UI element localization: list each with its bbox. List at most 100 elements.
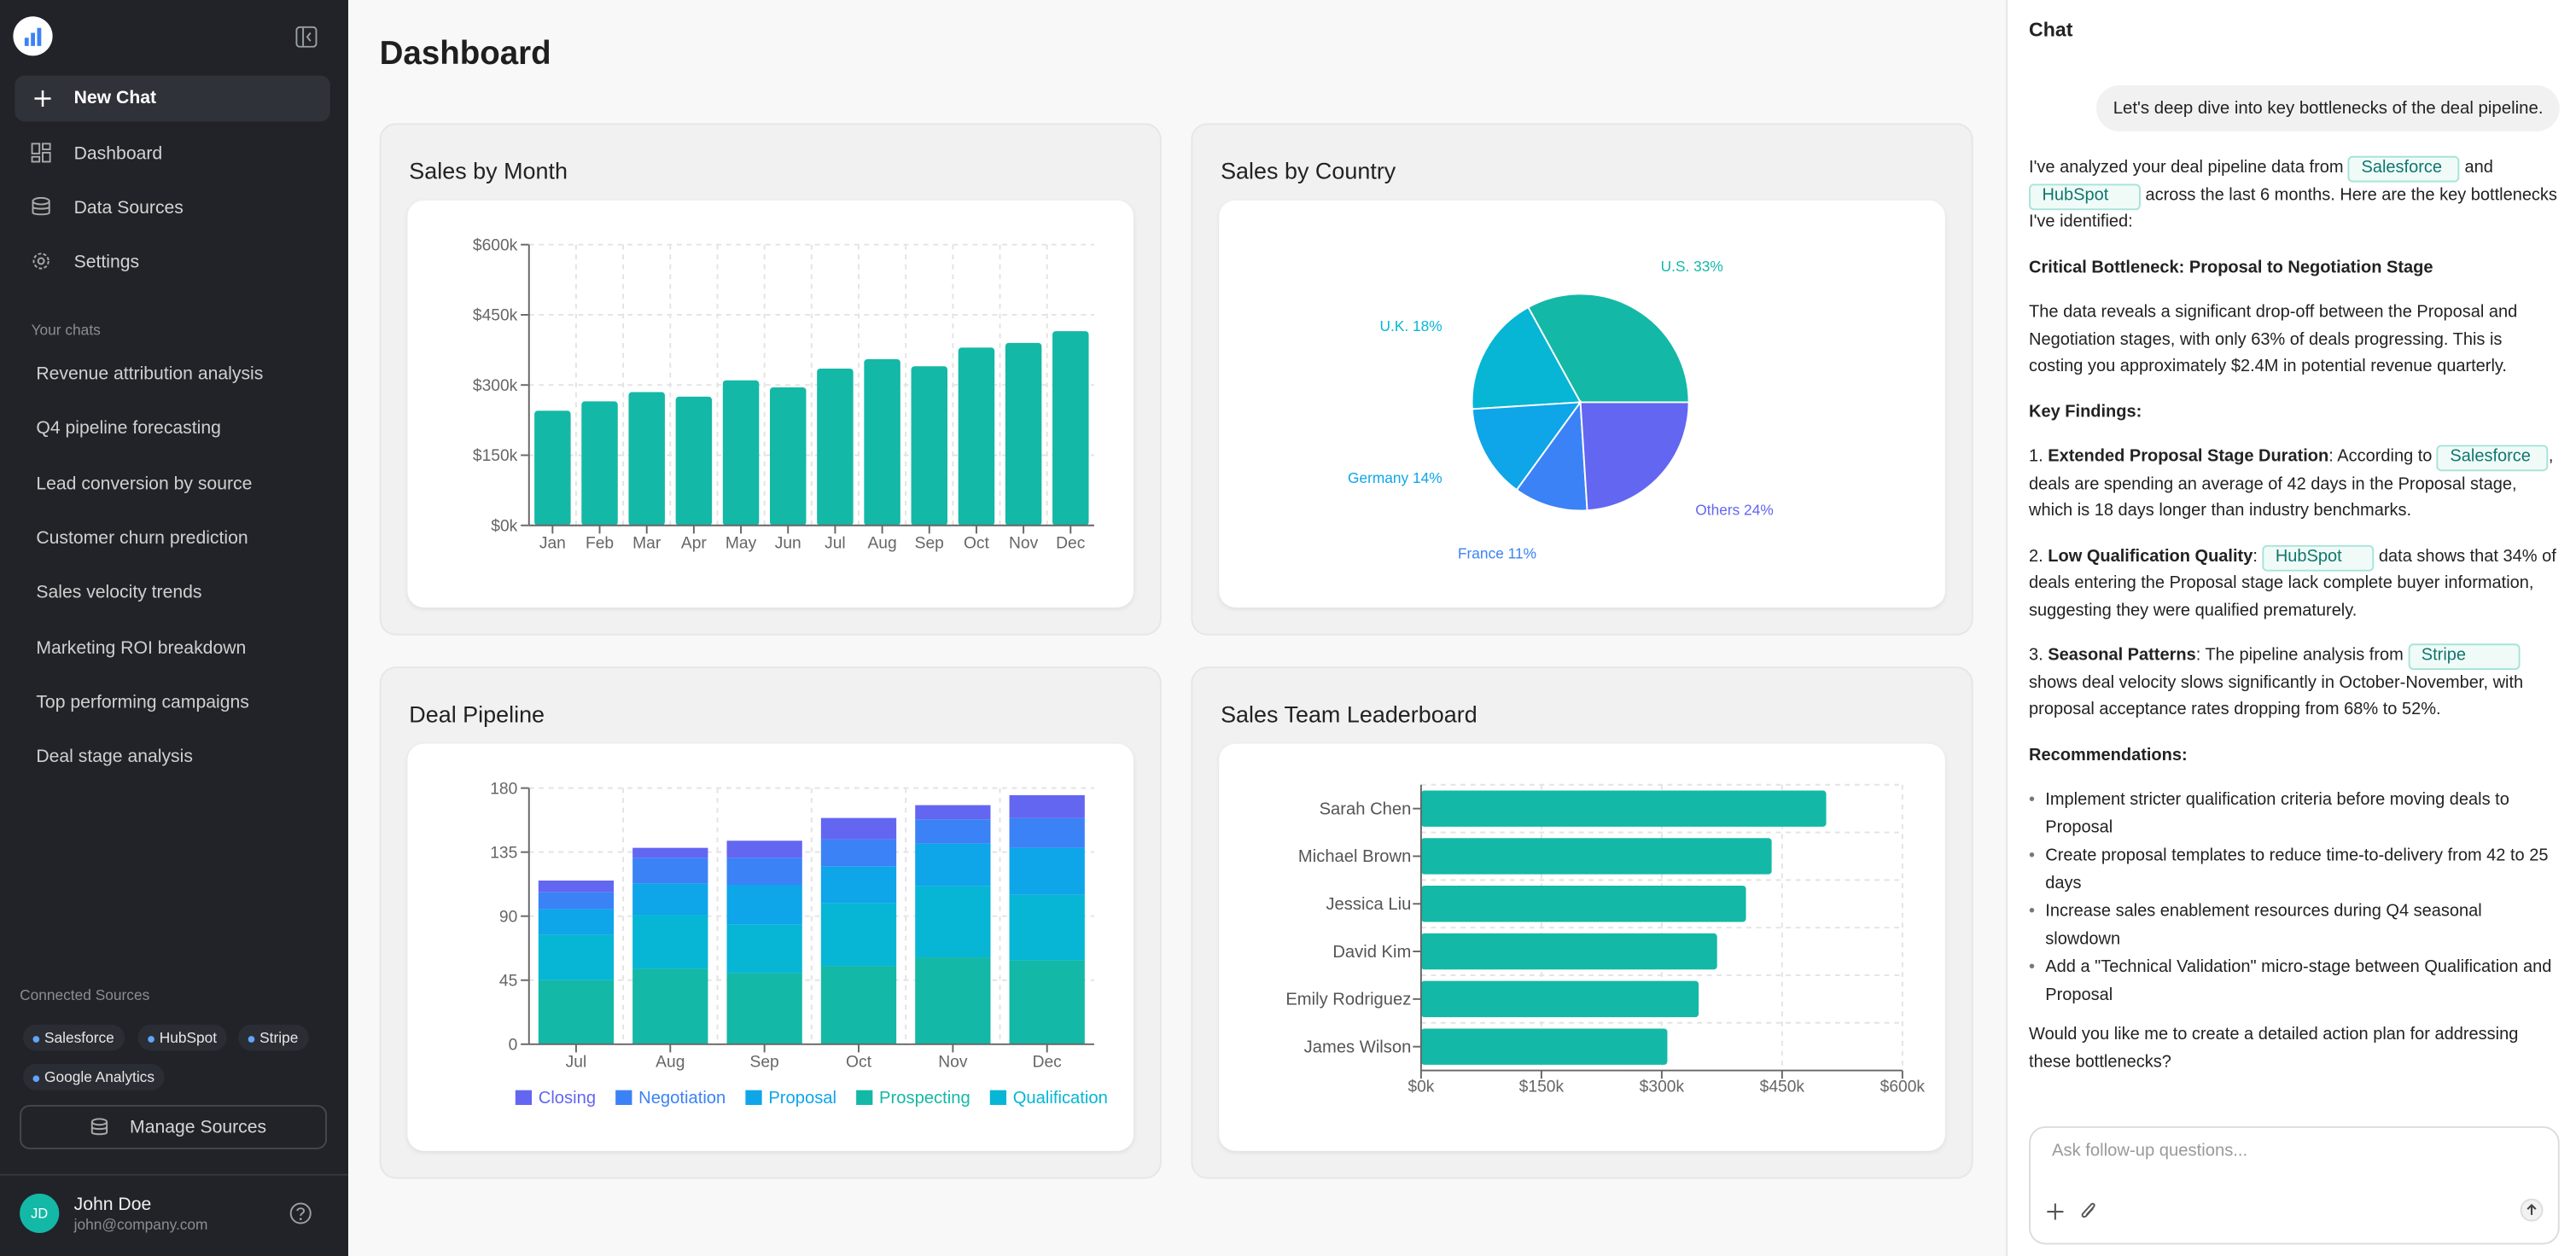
bar-segment	[726, 858, 802, 886]
source-tag: HubSpot	[2029, 183, 2141, 210]
attach-button[interactable]	[2078, 1201, 2098, 1222]
manage-sources-button[interactable]: Manage Sources	[20, 1104, 328, 1149]
bar-segment	[632, 915, 708, 969]
add-button[interactable]	[2047, 1203, 2064, 1220]
chart-panel: 0 45 90 135 180 Jul Aug Sep Oct Nov Dec Closing Nego…	[407, 743, 1134, 1151]
logo[interactable]	[13, 16, 53, 56]
nav-dashboard[interactable]: Dashboard	[15, 133, 330, 176]
logo-icon	[24, 27, 42, 46]
source-chip: Google Analytics	[22, 1063, 165, 1090]
slice-label: U.K. 18%	[1380, 317, 1442, 334]
text: :	[2253, 547, 2263, 566]
pie-slice	[1527, 293, 1690, 404]
legend-label: Qualification	[1013, 1089, 1108, 1108]
legend-label: Negotiation	[638, 1089, 726, 1108]
chat-history-item[interactable]: Deal stage analysis	[36, 747, 193, 767]
bar-segment	[820, 903, 897, 967]
bar-segment	[820, 866, 897, 904]
chart-panel: U.S. 33% U.K. 18% Germany 14% France 11% Oth…	[1219, 200, 1945, 608]
message-paragraph: Key Findings:	[2029, 400, 2560, 427]
sidebar: New Chat Dashboard Data Sources Settings…	[0, 0, 349, 1256]
legend-label: Prospecting	[879, 1089, 970, 1108]
x-tick-label: Jun	[775, 535, 801, 553]
message-paragraph: 3. Seasonal Patterns: The pipeline analy…	[2029, 643, 2560, 724]
chat-history-item[interactable]: Sales velocity trends	[36, 583, 202, 603]
chart-card: Deal Pipeline 0 45 90 135 180 Jul Aug Sep Oct Nov D…	[379, 666, 1162, 1179]
bold-text: Low Qualification Quality	[2048, 547, 2253, 566]
manage-sources-label: Manage Sources	[130, 1118, 267, 1138]
y-tick-label: $150k	[473, 447, 518, 465]
chat-history-item[interactable]: Revenue attribution analysis	[36, 364, 264, 385]
message-paragraph: The data reveals a significant drop-off …	[2029, 300, 2560, 381]
chat-history-item[interactable]: Top performing campaigns	[36, 692, 249, 712]
y-tick-label: 180	[490, 780, 517, 798]
bar-segment	[915, 843, 991, 887]
text: : The pipeline analysis from	[2195, 647, 2409, 666]
message-paragraph: 2. Low Qualification Quality: HubSpot da…	[2029, 544, 2560, 625]
bar-segment	[632, 858, 708, 884]
chat-history-item[interactable]: Customer churn prediction	[36, 528, 248, 549]
x-tick-label: Dec	[1056, 535, 1086, 553]
chat-history-item[interactable]: Q4 pipeline forecasting	[36, 419, 221, 439]
chart-title: Sales by Country	[1221, 157, 1396, 184]
legend-label: Closing	[539, 1089, 596, 1108]
bar	[864, 359, 900, 526]
bar	[1420, 980, 1699, 1018]
slice-label: Germany 14%	[1348, 469, 1442, 486]
source-chip: Salesforce	[22, 1024, 125, 1051]
x-tick-label: Nov	[1009, 535, 1039, 553]
y-tick-label: $450k	[473, 307, 518, 325]
bar	[1420, 886, 1746, 922]
chat-history-item[interactable]: Marketing ROI breakdown	[36, 637, 247, 658]
y-tick-label: 90	[499, 908, 517, 926]
legend-swatch	[515, 1090, 533, 1105]
y-tick-label: 135	[490, 844, 517, 862]
chat-input[interactable]: Ask follow-up questions...	[2029, 1125, 2560, 1245]
sources-heading: Connected Sources	[20, 986, 150, 1003]
bar	[1420, 933, 1717, 970]
chart: U.S. 33% U.K. 18% Germany 14% France 11% Oth…	[1348, 258, 1774, 562]
x-tick-label: Dec	[1033, 1054, 1063, 1072]
user-name: John Doe	[73, 1195, 152, 1215]
new-chat-button[interactable]: New Chat	[15, 75, 330, 122]
nav-settings[interactable]: Settings	[15, 241, 330, 284]
bar-segment	[538, 881, 615, 893]
pie-slice	[1471, 305, 1582, 410]
recommendation: Increase sales enablement resources duri…	[2029, 899, 2560, 953]
avatar: JD	[20, 1193, 60, 1234]
chart-title: Deal Pipeline	[409, 701, 545, 728]
x-tick-label: Apr	[681, 535, 708, 553]
bar	[581, 401, 618, 526]
source-chip: HubSpot	[137, 1024, 227, 1051]
x-tick-label: Sep	[750, 1054, 779, 1072]
bar	[1420, 838, 1772, 875]
bar-segment	[726, 973, 802, 1044]
x-tick-label: Mar	[632, 535, 661, 553]
user-email: john@company.com	[73, 1216, 208, 1234]
help-button[interactable]	[289, 1201, 312, 1224]
y-tick-label: $300k	[473, 377, 518, 395]
bar-segment	[820, 966, 897, 1044]
chart-panel: $0k $150k $300k $450k $600k Sarah Chen Michael…	[1219, 743, 1945, 1151]
x-tick-label: Aug	[656, 1054, 685, 1072]
new-chat-label: New Chat	[73, 88, 157, 108]
nav-data-sources[interactable]: Data Sources	[15, 187, 330, 230]
chat-history-item[interactable]: Lead conversion by source	[36, 474, 253, 494]
bar	[675, 396, 713, 526]
text: across the last 6 months. Here are the k…	[2029, 186, 2557, 232]
collapse-sidebar-button[interactable]	[295, 26, 318, 48]
message-paragraph: Recommendations:	[2029, 743, 2560, 770]
bar-segment	[632, 883, 708, 916]
slice-label: France 11%	[1458, 545, 1536, 562]
pie-slice	[1471, 401, 1582, 491]
text: I've analyzed your deal pipeline data fr…	[2029, 159, 2349, 177]
bar	[817, 369, 854, 526]
bar-segment	[538, 892, 615, 910]
legend-swatch	[745, 1090, 762, 1105]
text: and	[2459, 159, 2493, 177]
bar-segment	[538, 980, 615, 1044]
text: : According to	[2328, 448, 2438, 467]
send-button[interactable]	[2520, 1198, 2544, 1222]
bar-segment	[1009, 894, 1085, 961]
x-tick-label: $0k	[1407, 1079, 1434, 1096]
